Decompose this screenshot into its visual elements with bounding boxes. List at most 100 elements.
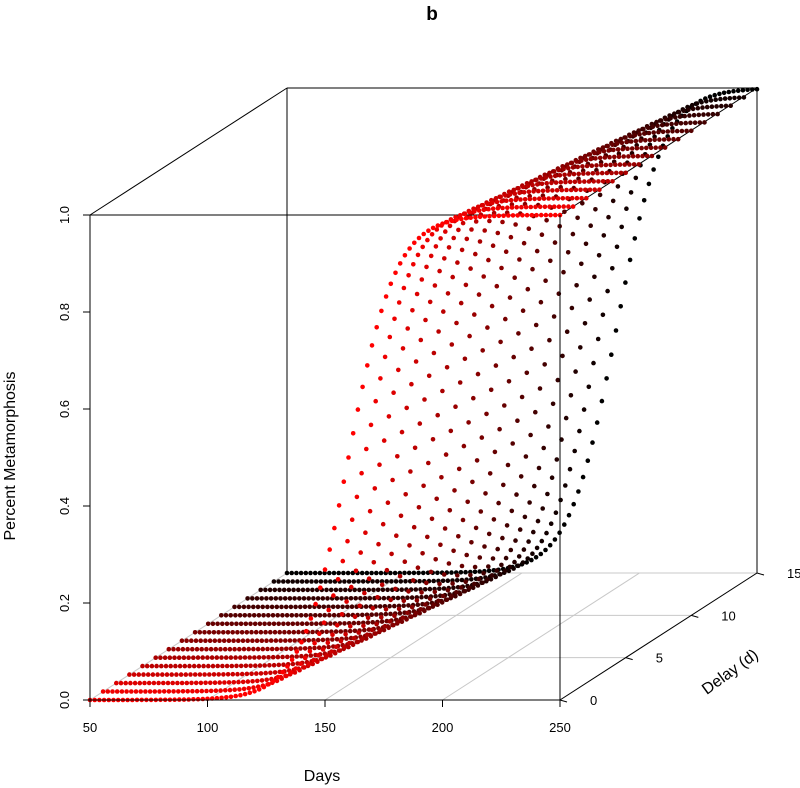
data-point: [679, 128, 685, 134]
data-point: [494, 283, 500, 289]
data-point: [489, 303, 495, 309]
data-point: [692, 120, 698, 125]
data-point: [604, 376, 609, 381]
data-point: [600, 312, 606, 318]
data-point: [360, 612, 365, 618]
data-point: [360, 384, 365, 390]
data-point: [699, 100, 704, 105]
data-point: [543, 278, 548, 284]
data-point: [328, 587, 334, 593]
data-point: [246, 686, 252, 691]
data-point: [468, 266, 473, 271]
data-point: [221, 638, 227, 643]
data-point: [379, 619, 385, 624]
data-point: [395, 454, 400, 459]
data-point: [701, 112, 706, 117]
data-point: [508, 234, 514, 240]
data-point: [241, 646, 247, 652]
data-point: [429, 516, 435, 522]
data-point: [272, 670, 278, 675]
data-point: [658, 145, 663, 150]
data-point: [449, 570, 454, 575]
data-point: [601, 233, 607, 238]
data-point: [415, 252, 421, 258]
data-point: [367, 596, 373, 601]
data-point: [340, 604, 345, 610]
data-point: [533, 409, 538, 415]
data-point: [263, 670, 269, 676]
data-point: [230, 630, 235, 635]
data-point: [202, 630, 207, 635]
data-point: [332, 650, 338, 656]
data-point: [374, 570, 379, 576]
data-point: [305, 587, 311, 593]
data-point: [616, 154, 622, 159]
data-point: [596, 253, 602, 258]
data-point: [398, 513, 404, 519]
data-point: [672, 111, 677, 116]
data-point: [270, 613, 276, 618]
chart-panel-label: b: [426, 4, 438, 25]
data-point: [192, 630, 198, 635]
data-point: [282, 629, 287, 635]
data-point: [399, 587, 405, 592]
data-point: [196, 663, 202, 669]
data-point: [306, 638, 312, 643]
data-point: [490, 200, 495, 206]
data-point: [523, 454, 529, 459]
data-point: [636, 162, 642, 167]
data-point: [316, 653, 321, 658]
data-point: [502, 403, 507, 408]
data-point: [433, 557, 439, 562]
data-point: [722, 96, 728, 101]
data-point: [254, 678, 260, 684]
data-point: [688, 120, 693, 126]
data-point: [291, 629, 297, 635]
data-point: [390, 477, 395, 483]
data-point: [695, 105, 701, 111]
data-point: [324, 653, 330, 658]
data-point: [334, 596, 340, 601]
data-point: [297, 667, 302, 673]
data-point: [302, 655, 308, 661]
data-point: [234, 663, 239, 669]
data-point: [210, 621, 216, 627]
data-point: [176, 689, 181, 694]
data-point: [198, 680, 204, 686]
data-point: [324, 587, 329, 593]
data-point: [467, 210, 473, 215]
data-point: [456, 466, 462, 472]
data-point: [544, 181, 549, 186]
data-point: [248, 663, 253, 669]
data-point: [195, 655, 201, 660]
data-point: [194, 646, 200, 652]
data-point: [552, 173, 558, 179]
data-point: [437, 581, 442, 587]
data-point: [567, 172, 572, 177]
data-point: [276, 662, 282, 668]
data-point: [486, 206, 491, 212]
data-point: [313, 601, 318, 607]
data-point: [599, 170, 605, 176]
data-point: [411, 524, 417, 530]
data-point: [278, 638, 283, 643]
data-point: [427, 299, 433, 305]
data-point: [238, 692, 243, 698]
data-point: [684, 128, 689, 134]
data-point: [123, 680, 128, 686]
data-point: [315, 637, 321, 643]
data-point: [285, 664, 290, 669]
data-point: [216, 630, 221, 635]
data-point: [613, 162, 618, 167]
data-point: [462, 211, 468, 216]
data-point: [556, 167, 562, 173]
data-point: [602, 155, 608, 160]
data-point: [474, 458, 480, 463]
data-point: [715, 111, 720, 117]
data-point: [461, 443, 467, 449]
data-point: [335, 604, 341, 610]
data-point: [349, 604, 355, 609]
data-point: [584, 163, 590, 169]
data-point: [201, 663, 206, 669]
data-point: [526, 226, 532, 231]
